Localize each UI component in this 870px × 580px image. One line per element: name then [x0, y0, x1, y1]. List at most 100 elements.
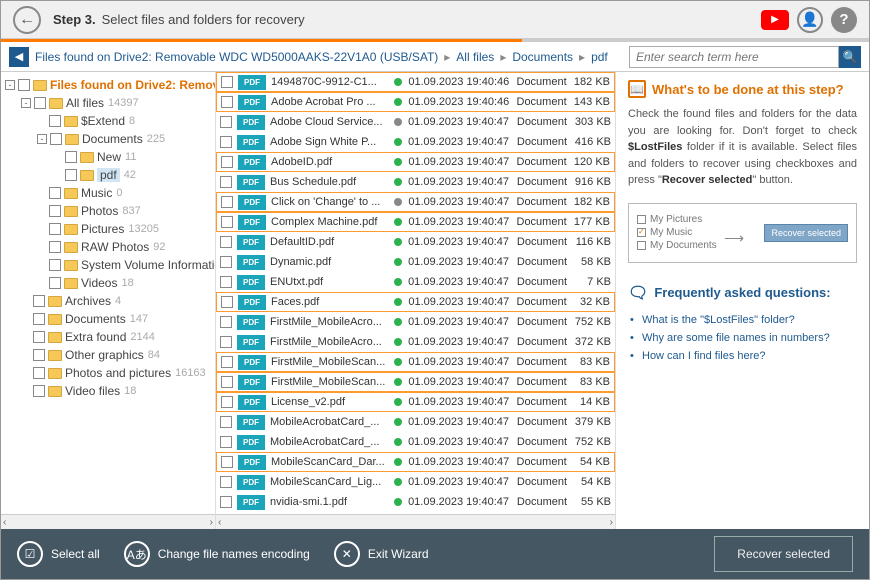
checkbox[interactable] [220, 416, 232, 428]
checkbox[interactable] [220, 136, 232, 148]
tree-item[interactable]: New11 [1, 148, 215, 166]
tree-item[interactable]: Pictures13205 [1, 220, 215, 238]
checkbox[interactable] [49, 277, 61, 289]
folder-tree[interactable]: -Files found on Drive2: Removab-All file… [1, 72, 216, 530]
file-row[interactable]: PDFComplex Machine.pdf01.09.2023 19:40:4… [216, 212, 615, 232]
checkbox[interactable] [49, 223, 61, 235]
checkbox[interactable] [33, 295, 45, 307]
checkbox[interactable] [220, 236, 232, 248]
faq-item[interactable]: What is the "$LostFiles" folder? [628, 311, 857, 329]
checkbox[interactable] [49, 115, 61, 127]
checkbox[interactable] [221, 196, 233, 208]
checkbox[interactable] [220, 116, 232, 128]
breadcrumb-root[interactable]: Files found on Drive2: Removable WDC WD5… [35, 50, 438, 64]
file-row[interactable]: PDFMobileScanCard_Dar...01.09.2023 19:40… [216, 452, 615, 472]
tree-item[interactable]: -All files14397 [1, 94, 215, 112]
checkbox[interactable] [220, 476, 232, 488]
checkbox[interactable] [221, 156, 233, 168]
checkbox[interactable] [33, 313, 45, 325]
expand-icon[interactable]: - [37, 134, 47, 144]
checkbox[interactable] [220, 176, 232, 188]
horizontal-scrollbar[interactable]: ‹› [216, 514, 615, 530]
checkbox[interactable] [49, 241, 61, 253]
checkbox[interactable] [49, 187, 61, 199]
checkbox[interactable] [221, 456, 233, 468]
checkbox[interactable] [221, 376, 233, 388]
file-row[interactable]: PDFFirstMile_MobileScan...01.09.2023 19:… [216, 372, 615, 392]
encoding-button[interactable]: Aあ Change file names encoding [124, 541, 310, 567]
checkbox[interactable] [33, 331, 45, 343]
select-all-button[interactable]: ☑ Select all [17, 541, 100, 567]
tree-item[interactable]: System Volume Information2 [1, 256, 215, 274]
checkbox[interactable] [33, 349, 45, 361]
faq-item[interactable]: How can I find files here? [628, 347, 857, 365]
file-row[interactable]: PDFMobileScanCard_Lig...01.09.2023 19:40… [216, 472, 615, 492]
file-row[interactable]: PDFAdobe Sign White P...01.09.2023 19:40… [216, 132, 615, 152]
file-row[interactable]: PDFFirstMile_MobileScan...01.09.2023 19:… [216, 352, 615, 372]
tree-item[interactable]: Archives4 [1, 292, 215, 310]
file-row[interactable]: PDFMobileAcrobatCard_...01.09.2023 19:40… [216, 432, 615, 452]
tree-item[interactable]: pdf42 [1, 166, 215, 184]
tree-item[interactable]: $Extend8 [1, 112, 215, 130]
checkbox[interactable] [220, 496, 232, 508]
tree-item[interactable]: Videos18 [1, 274, 215, 292]
file-row[interactable]: PDFFirstMile_MobileAcro...01.09.2023 19:… [216, 332, 615, 352]
horizontal-scrollbar[interactable]: ‹› [1, 514, 215, 530]
tree-item[interactable]: Photos and pictures16163 [1, 364, 215, 382]
checkbox[interactable] [221, 76, 233, 88]
search-input[interactable] [629, 46, 839, 68]
tree-item[interactable]: Video files18 [1, 382, 215, 400]
checkbox[interactable] [221, 296, 233, 308]
expand-icon[interactable]: - [5, 80, 15, 90]
checkbox[interactable] [221, 216, 233, 228]
file-row[interactable]: PDFFirstMile_MobileAcro...01.09.2023 19:… [216, 312, 615, 332]
file-row[interactable]: PDFENUtxt.pdf01.09.2023 19:40:47Document… [216, 272, 615, 292]
back-button[interactable]: ← [13, 6, 41, 34]
file-row[interactable]: PDFDefaultID.pdf01.09.2023 19:40:47Docum… [216, 232, 615, 252]
help-icon[interactable]: ? [831, 7, 857, 33]
tree-item[interactable]: Music0 [1, 184, 215, 202]
checkbox[interactable] [18, 79, 30, 91]
search-button[interactable]: 🔍 [839, 46, 861, 68]
checkbox[interactable] [221, 396, 233, 408]
file-row[interactable]: PDF1494870C-9912-C1...01.09.2023 19:40:4… [216, 72, 615, 92]
checkbox[interactable] [220, 436, 232, 448]
recover-selected-button[interactable]: Recover selected [714, 536, 853, 572]
file-row[interactable]: PDFnvidia-smi.1.pdf01.09.2023 19:40:47Do… [216, 492, 615, 512]
file-row[interactable]: PDFClick on 'Change' to ...01.09.2023 19… [216, 192, 615, 212]
checkbox[interactable] [220, 316, 232, 328]
checkbox[interactable] [33, 367, 45, 379]
breadcrumb-seg2[interactable]: Documents [512, 50, 573, 64]
tree-item[interactable]: -Documents225 [1, 130, 215, 148]
file-row[interactable]: PDFBus Schedule.pdf01.09.2023 19:40:47Do… [216, 172, 615, 192]
file-row[interactable]: PDFMobileAcrobatCard_...01.09.2023 19:40… [216, 412, 615, 432]
checkbox[interactable] [220, 256, 232, 268]
checkbox[interactable] [220, 276, 232, 288]
checkbox[interactable] [65, 169, 77, 181]
tree-item[interactable]: RAW Photos92 [1, 238, 215, 256]
checkbox[interactable] [220, 336, 232, 348]
checkbox[interactable] [49, 205, 61, 217]
file-row[interactable]: PDFFaces.pdf01.09.2023 19:40:47Document3… [216, 292, 615, 312]
breadcrumb-back-icon[interactable]: ◀ [9, 47, 29, 67]
checkbox[interactable] [221, 356, 233, 368]
file-row[interactable]: PDFDynamic.pdf01.09.2023 19:40:47Documen… [216, 252, 615, 272]
tree-item[interactable]: Other graphics84 [1, 346, 215, 364]
tree-item[interactable]: Photos837 [1, 202, 215, 220]
file-row[interactable]: PDFAdobe Cloud Service...01.09.2023 19:4… [216, 112, 615, 132]
checkbox[interactable] [50, 133, 62, 145]
checkbox[interactable] [49, 259, 61, 271]
breadcrumb-seg3[interactable]: pdf [591, 50, 608, 64]
tree-item[interactable]: Extra found2144 [1, 328, 215, 346]
checkbox[interactable] [34, 97, 46, 109]
youtube-icon[interactable]: ▶ [761, 10, 789, 30]
file-row[interactable]: PDFAdobeID.pdf01.09.2023 19:40:47Documen… [216, 152, 615, 172]
tree-item[interactable]: Documents147 [1, 310, 215, 328]
checkbox[interactable] [33, 385, 45, 397]
faq-item[interactable]: Why are some file names in numbers? [628, 329, 857, 347]
checkbox[interactable] [221, 96, 233, 108]
breadcrumb-seg1[interactable]: All files [456, 50, 494, 64]
exit-wizard-button[interactable]: ✕ Exit Wizard [334, 541, 429, 567]
checkbox[interactable] [65, 151, 77, 163]
file-row[interactable]: PDFAdobe Acrobat Pro ...01.09.2023 19:40… [216, 92, 615, 112]
